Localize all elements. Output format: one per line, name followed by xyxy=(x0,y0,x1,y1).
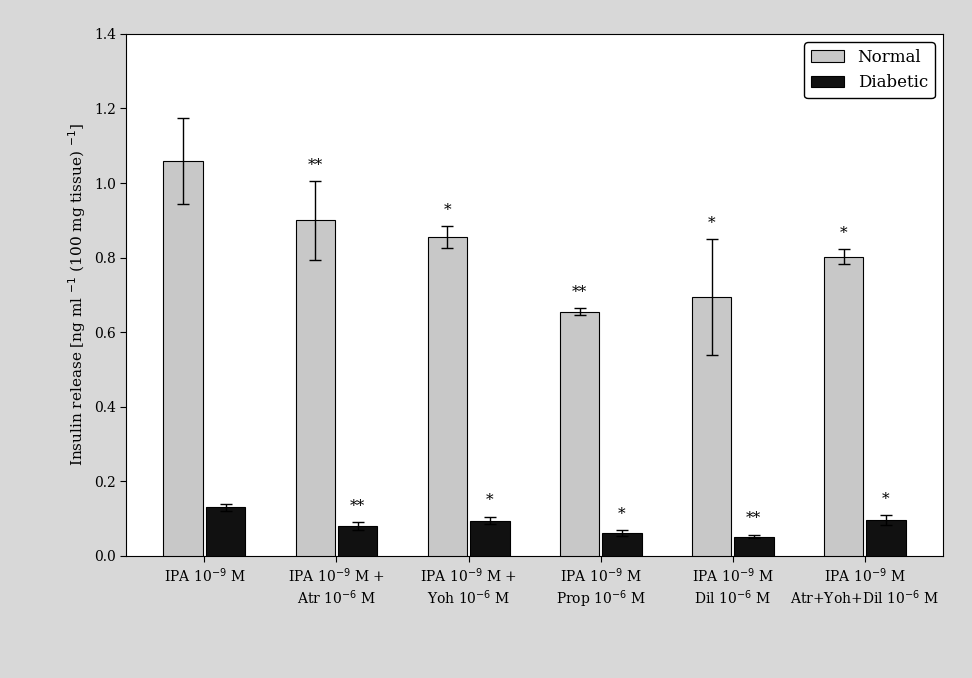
Text: *: * xyxy=(618,506,626,521)
Bar xyxy=(428,237,468,556)
Text: **: ** xyxy=(350,499,365,513)
Bar xyxy=(338,526,377,556)
Text: **: ** xyxy=(746,511,761,525)
Text: **: ** xyxy=(572,285,587,298)
Text: **: ** xyxy=(308,158,323,172)
Y-axis label: Insulin release [ng ml $^{-1}$ (100 mg tissue) $^{-1}$]: Insulin release [ng ml $^{-1}$ (100 mg t… xyxy=(67,123,88,466)
Text: *: * xyxy=(883,492,889,506)
Bar xyxy=(602,533,642,556)
Bar xyxy=(206,507,245,556)
Bar xyxy=(866,520,906,556)
Bar xyxy=(295,220,335,556)
Bar xyxy=(560,312,600,556)
Text: *: * xyxy=(708,216,715,230)
Text: *: * xyxy=(840,226,848,240)
Bar xyxy=(692,297,731,556)
Bar xyxy=(163,161,203,556)
Bar xyxy=(824,257,863,556)
Bar xyxy=(469,521,509,556)
Text: *: * xyxy=(443,203,451,217)
Bar xyxy=(734,536,774,556)
Text: *: * xyxy=(486,494,494,507)
Legend: Normal, Diabetic: Normal, Diabetic xyxy=(804,42,934,98)
